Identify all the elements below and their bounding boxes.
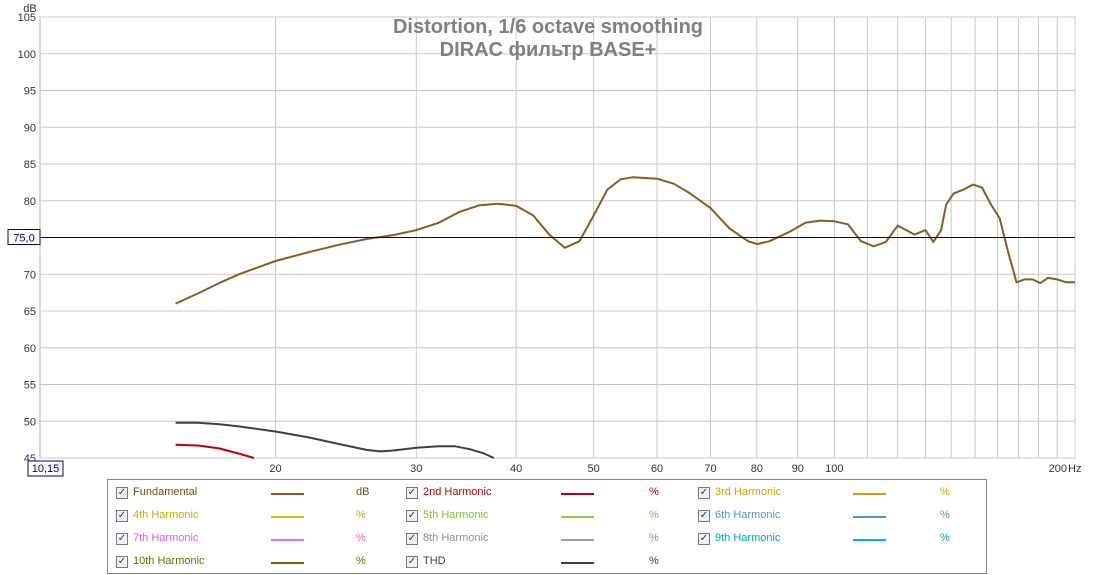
legend-item-10th-harmonic: ✓ 10th Harmonic% xyxy=(116,553,396,573)
legend-label: 4th Harmonic xyxy=(133,509,199,521)
legend-checkbox-9th-harmonic[interactable]: ✓ xyxy=(698,533,710,545)
legend-swatch xyxy=(271,493,304,495)
legend-checkbox-8th-harmonic[interactable]: ✓ xyxy=(406,533,418,545)
y-tick-label: 80 xyxy=(24,196,36,208)
y-tick-label: 105 xyxy=(18,12,36,24)
series-layer xyxy=(175,176,1075,459)
y-axis-label: dB xyxy=(23,3,36,15)
legend-unit: dB xyxy=(356,486,370,498)
legend-label: 9th Harmonic xyxy=(715,532,781,544)
x-tick-label: 30 xyxy=(410,463,422,475)
y-cursor-box xyxy=(7,229,41,245)
y-tick-label: 95 xyxy=(24,86,36,98)
legend-item-5th-harmonic: ✓ 5th Harmonic% xyxy=(406,507,686,527)
chart-subtitle: DIRAC фильтр BASE+ xyxy=(440,39,657,61)
legend-label: 8th Harmonic xyxy=(423,532,489,544)
legend-swatch xyxy=(853,539,886,541)
legend-unit: % xyxy=(356,532,366,544)
legend-unit: % xyxy=(649,555,659,567)
x-tick-label: 40 xyxy=(510,463,522,475)
x-cursor-box xyxy=(27,460,64,477)
legend-unit: % xyxy=(649,486,659,498)
legend-unit: % xyxy=(356,555,366,567)
legend-unit: % xyxy=(649,532,659,544)
x-tick-label: 200 xyxy=(1049,463,1067,475)
y-tick-label: 70 xyxy=(24,269,36,281)
legend-swatch xyxy=(271,516,304,518)
distortion-chart: 1051009590858075706560555045203040506070… xyxy=(7,3,1081,477)
legend-label: 6th Harmonic xyxy=(715,509,781,521)
legend-swatch xyxy=(561,516,594,518)
legend-checkbox-thd[interactable]: ✓ xyxy=(406,556,418,568)
legend-swatch xyxy=(271,539,304,541)
legend-label: Fundamental xyxy=(133,486,198,498)
legend-checkbox-5th-harmonic[interactable]: ✓ xyxy=(406,510,418,522)
legend-item-thd: ✓ THD% xyxy=(406,553,686,573)
axes-layer: 1051009590858075706560555045203040506070… xyxy=(7,12,1081,477)
x-tick-label: 20 xyxy=(269,463,281,475)
x-tick-label: 70 xyxy=(704,463,716,475)
legend-unit: % xyxy=(649,509,659,521)
chart-title: Distortion, 1/6 octave smoothing xyxy=(393,16,703,38)
legend-item-3rd-harmonic: ✓ 3rd Harmonic% xyxy=(698,484,978,504)
legend-swatch xyxy=(561,562,594,564)
y-tick-label: 65 xyxy=(24,306,36,318)
series-line-2nd-harmonic xyxy=(175,443,255,459)
legend-swatch xyxy=(271,562,304,564)
legend-label: THD xyxy=(423,555,446,567)
y-tick-label: 100 xyxy=(18,49,36,61)
legend-item-4th-harmonic: ✓ 4th Harmonic% xyxy=(116,507,396,527)
y-tick-label: 85 xyxy=(24,159,36,171)
legend-item-2nd-harmonic: ✓ 2nd Harmonic% xyxy=(406,484,686,504)
legend-checkbox-4th-harmonic[interactable]: ✓ xyxy=(116,510,128,522)
legend-swatch xyxy=(561,493,594,495)
legend-swatch xyxy=(853,493,886,495)
legend-swatch xyxy=(853,516,886,518)
legend-label: 3rd Harmonic xyxy=(715,486,782,498)
legend-unit: % xyxy=(940,486,950,498)
legend-item-fundamental: ✓ Fundamental dB xyxy=(116,484,396,504)
series-line-thd xyxy=(175,421,495,459)
legend-item-6th-harmonic: ✓ 6th Harmonic% xyxy=(698,507,978,527)
y-tick-label: 90 xyxy=(24,122,36,134)
x-tick-label: 80 xyxy=(751,463,763,475)
x-tick-label: 50 xyxy=(588,463,600,475)
legend-item-8th-harmonic: ✓ 8th Harmonic% xyxy=(406,530,686,550)
legend-label: 2nd Harmonic xyxy=(423,486,492,498)
legend-checkbox-10th-harmonic[interactable]: ✓ xyxy=(116,556,128,568)
legend-checkbox-fundamental[interactable]: ✓ xyxy=(116,487,128,499)
x-tick-label: 90 xyxy=(792,463,804,475)
legend-label: 10th Harmonic xyxy=(133,555,205,567)
legend-panel: ✓ Fundamental dB ✓ 2nd Harmonic% ✓ 3rd Harmoni… xyxy=(107,479,987,574)
legend-unit: % xyxy=(940,532,950,544)
legend-item-7th-harmonic: ✓ 7th Harmonic% xyxy=(116,530,396,550)
y-cursor-label: 75,0 xyxy=(13,233,34,245)
y-tick-label: 55 xyxy=(24,380,36,392)
legend-item-9th-harmonic: ✓ 9th Harmonic% xyxy=(698,530,978,550)
series-line-fundamental xyxy=(175,176,1075,305)
y-tick-label: 60 xyxy=(24,343,36,355)
legend-checkbox-7th-harmonic[interactable]: ✓ xyxy=(116,533,128,545)
x-tick-label: 60 xyxy=(651,463,663,475)
legend-unit: % xyxy=(356,509,366,521)
y-tick-label: 50 xyxy=(24,416,36,428)
legend-label: 5th Harmonic xyxy=(423,509,489,521)
legend-swatch xyxy=(561,539,594,541)
legend-checkbox-3rd-harmonic[interactable]: ✓ xyxy=(698,487,710,499)
legend-label: 7th Harmonic xyxy=(133,532,199,544)
x-tick-label: 100 xyxy=(825,463,843,475)
x-cursor-label: 10,15 xyxy=(32,463,60,475)
legend-unit: % xyxy=(940,509,950,521)
legend-checkbox-2nd-harmonic[interactable]: ✓ xyxy=(406,487,418,499)
legend-checkbox-6th-harmonic[interactable]: ✓ xyxy=(698,510,710,522)
x-unit-label: Hz xyxy=(1068,463,1081,475)
